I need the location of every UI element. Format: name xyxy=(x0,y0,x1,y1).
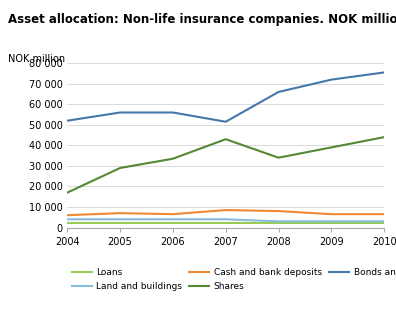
Loans xyxy=(223,222,228,225)
Bonds and certificates xyxy=(382,70,386,74)
Cash and bank deposits xyxy=(329,212,334,216)
Cash and bank deposits xyxy=(223,208,228,212)
Bonds and certificates xyxy=(276,90,281,94)
Land and buildings xyxy=(329,219,334,223)
Line: Shares: Shares xyxy=(67,137,384,193)
Line: Land and buildings: Land and buildings xyxy=(67,219,384,221)
Land and buildings xyxy=(223,217,228,221)
Shares xyxy=(65,191,70,195)
Land and buildings xyxy=(118,217,122,221)
Shares xyxy=(276,156,281,160)
Bonds and certificates xyxy=(329,78,334,82)
Bonds and certificates xyxy=(65,119,70,123)
Line: Bonds and certificates: Bonds and certificates xyxy=(67,72,384,122)
Loans xyxy=(276,222,281,225)
Land and buildings xyxy=(171,217,175,221)
Text: Asset allocation: Non-life insurance companies. NOK million: Asset allocation: Non-life insurance com… xyxy=(8,13,396,26)
Land and buildings xyxy=(382,219,386,223)
Legend: Loans, Land and buildings, Cash and bank deposits, Shares, Bonds and certificate: Loans, Land and buildings, Cash and bank… xyxy=(72,268,396,291)
Shares xyxy=(223,137,228,141)
Loans xyxy=(65,222,70,225)
Land and buildings xyxy=(276,219,281,223)
Cash and bank deposits xyxy=(65,213,70,217)
Shares xyxy=(171,157,175,161)
Land and buildings xyxy=(65,217,70,221)
Cash and bank deposits xyxy=(276,209,281,213)
Text: NOK million: NOK million xyxy=(8,54,65,64)
Shares xyxy=(329,145,334,149)
Shares xyxy=(382,135,386,139)
Bonds and certificates xyxy=(223,120,228,124)
Loans xyxy=(118,222,122,225)
Line: Cash and bank deposits: Cash and bank deposits xyxy=(67,210,384,215)
Cash and bank deposits xyxy=(382,212,386,216)
Bonds and certificates xyxy=(118,111,122,114)
Loans xyxy=(329,222,334,225)
Bonds and certificates xyxy=(171,111,175,114)
Loans xyxy=(171,222,175,225)
Loans xyxy=(382,222,386,225)
Shares xyxy=(118,166,122,170)
Cash and bank deposits xyxy=(118,211,122,215)
Cash and bank deposits xyxy=(171,212,175,216)
